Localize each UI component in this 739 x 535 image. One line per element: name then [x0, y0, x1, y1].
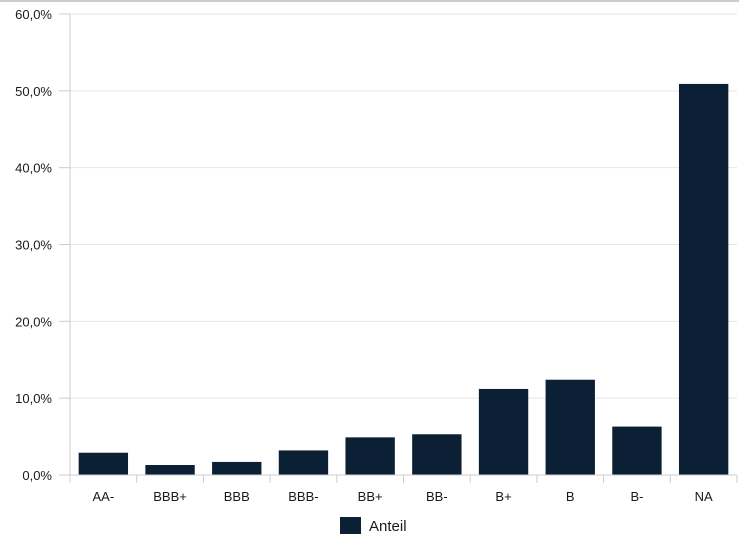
x-tick-label: BB-	[426, 489, 448, 504]
y-tick-label: 60,0%	[15, 7, 52, 22]
y-tick-label: 30,0%	[15, 238, 52, 253]
y-tick-label: 50,0%	[15, 84, 52, 99]
x-tick-label: BBB	[224, 489, 250, 504]
legend: Anteil	[340, 517, 407, 535]
x-tick-label: BB+	[358, 489, 383, 504]
bar-bbb	[212, 461, 262, 475]
legend-label-anteil: Anteil	[369, 518, 407, 535]
bar-bb-minus	[412, 434, 462, 475]
y-axis: 0,0% 10,0% 20,0% 30,0% 40,0% 50,0% 60,0%	[15, 7, 71, 483]
bar-b-plus	[478, 388, 529, 475]
bar-bb-plus	[345, 437, 395, 475]
x-tick-label: AA-	[93, 489, 115, 504]
x-tick-label: BBB-	[288, 489, 318, 504]
bar-aa-minus	[78, 452, 129, 475]
bar-b-minus	[612, 426, 662, 475]
bar-bbb-plus	[145, 465, 195, 475]
x-tick-label: B-	[630, 489, 643, 504]
x-tick-label: NA	[695, 489, 713, 504]
bar-bbb-minus	[278, 450, 329, 475]
legend-swatch-anteil	[340, 517, 361, 534]
bar-na	[678, 83, 729, 475]
y-tick-label: 10,0%	[15, 391, 52, 406]
y-tick-label: 40,0%	[15, 161, 52, 176]
gridlines	[0, 0, 739, 399]
y-tick-label: 20,0%	[15, 314, 52, 329]
x-axis: AA- BBB+ BBB BBB- BB+ BB- B+ B B- NA	[69, 474, 738, 504]
x-tick-label: BBB+	[153, 489, 187, 504]
y-tick-label: 0,0%	[22, 468, 52, 483]
bars	[78, 83, 729, 475]
bar-b	[545, 379, 595, 475]
x-tick-label: B	[566, 489, 575, 504]
x-tick-label: B+	[495, 489, 511, 504]
